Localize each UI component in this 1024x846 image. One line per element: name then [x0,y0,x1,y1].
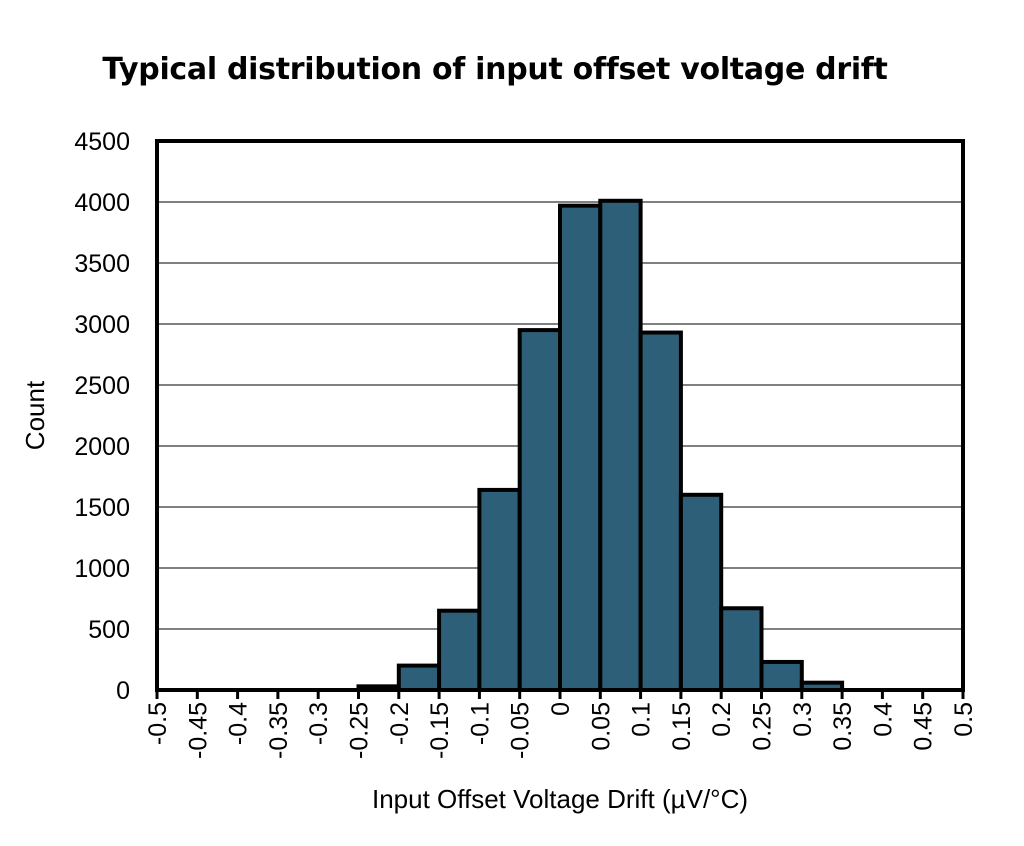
x-tick-label: 0.3 [789,702,817,737]
x-tick-label: 0.2 [708,702,736,737]
histogram-bar [396,663,442,692]
x-tick-label: -0.3 [305,702,333,745]
histogram-bar [477,487,522,693]
bars [356,198,845,693]
x-tick-label: -0.4 [225,702,253,745]
y-tick-label: 3000 [74,311,130,339]
x-tick-label: 0.4 [869,702,897,737]
histogram-bar [517,328,563,692]
x-tick-label: -0.35 [265,702,293,759]
histogram-bar [719,606,764,693]
histogram-bar [759,659,804,693]
histogram-bar [598,198,643,692]
x-tick-label: -0.2 [386,702,414,745]
y-tick-label: 500 [88,616,130,644]
y-tick-label: 1000 [74,555,130,583]
x-tick-label: 0.25 [749,702,777,751]
histogram-bar [558,203,603,692]
x-tick-label: -0.25 [346,702,374,759]
y-tick-label: 2000 [74,433,130,461]
x-tick-label: -0.05 [507,702,535,759]
histogram-bar [638,330,683,692]
x-tick-label: -0.15 [426,702,454,759]
x-tick-label: 0.15 [668,702,696,751]
y-tick-label: 4500 [74,128,130,156]
x-tick-label: 0.35 [829,702,857,751]
histogram-bar [437,608,482,693]
histogram-bar [678,492,724,692]
y-axis-title: Count [20,380,50,450]
x-axis-ticks: -0.5 -0.45 -0.4 -0.35 -0.3 -0.25 -0.2 -0.15 -0.1… [144,690,978,759]
y-tick-label: 1500 [74,494,130,522]
x-tick-label: -0.1 [466,702,494,745]
y-axis-ticks: 0 500 1000 1500 2000 2500 3000 3500 4000 4500 [74,128,130,705]
x-axis-title: Input Offset Voltage Drift (µV/°C) [372,784,748,814]
x-tick-label: 0.5 [950,702,978,737]
x-tick-label: 0.05 [587,702,615,751]
x-tick-label: 0.1 [628,702,656,737]
x-tick-label: 0 [547,702,575,716]
y-tick-label: 0 [116,677,130,705]
x-tick-label: 0.45 [910,702,938,751]
y-tick-label: 2500 [74,372,130,400]
x-tick-label: -0.45 [184,702,212,759]
x-tick-label: -0.5 [144,702,172,745]
y-tick-label: 4000 [74,189,130,217]
y-tick-label: 3500 [74,250,130,278]
chart-title: Typical distribution of input offset vol… [102,52,888,87]
